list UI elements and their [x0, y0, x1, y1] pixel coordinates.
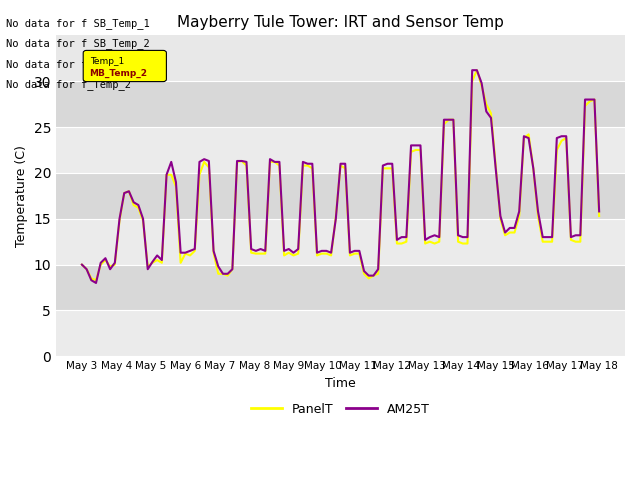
X-axis label: Time: Time: [325, 377, 356, 390]
Text: No data for f_Temp_1: No data for f_Temp_1: [6, 59, 131, 70]
Legend: PanelT, AM25T: PanelT, AM25T: [246, 398, 435, 420]
Text: Temp_1: Temp_1: [90, 57, 124, 66]
Bar: [56, 264, 625, 311]
Text: No data for f SB_Temp_2: No data for f SB_Temp_2: [6, 38, 150, 49]
Bar: [56, 311, 625, 356]
Bar: [56, 173, 625, 219]
Text: MB_Temp_2: MB_Temp_2: [90, 68, 148, 77]
Text: No data for f_Temp_2: No data for f_Temp_2: [6, 79, 131, 90]
Y-axis label: Temperature (C): Temperature (C): [15, 145, 28, 247]
Bar: [56, 219, 625, 264]
Text: No data for f SB_Temp_1: No data for f SB_Temp_1: [6, 18, 150, 29]
Bar: [56, 81, 625, 127]
Bar: [56, 127, 625, 173]
Title: Mayberry Tule Tower: IRT and Sensor Temp: Mayberry Tule Tower: IRT and Sensor Temp: [177, 15, 504, 30]
